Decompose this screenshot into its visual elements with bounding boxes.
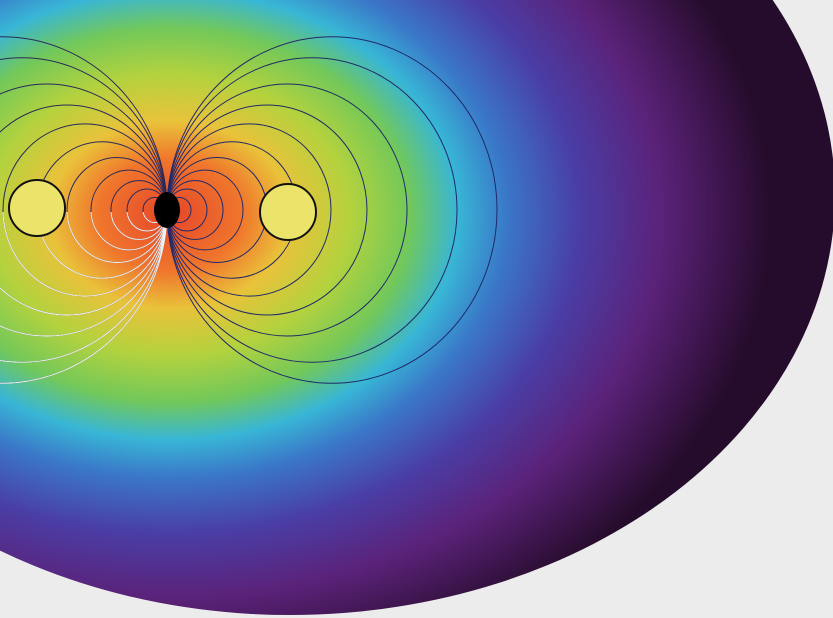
field-line	[110, 212, 168, 240]
dipole-body	[154, 192, 180, 228]
field-line	[0, 212, 168, 384]
field-line	[126, 212, 168, 232]
field-line	[142, 212, 168, 224]
field-line	[0, 212, 168, 337]
field-line	[90, 212, 168, 251]
moon-right	[259, 183, 317, 241]
field-line	[0, 212, 168, 363]
moon-left	[8, 179, 66, 237]
field-line	[36, 212, 168, 279]
field-lines-light	[0, 212, 168, 384]
field-line	[2, 212, 168, 297]
field-line	[66, 212, 168, 263]
field-line	[0, 212, 168, 316]
